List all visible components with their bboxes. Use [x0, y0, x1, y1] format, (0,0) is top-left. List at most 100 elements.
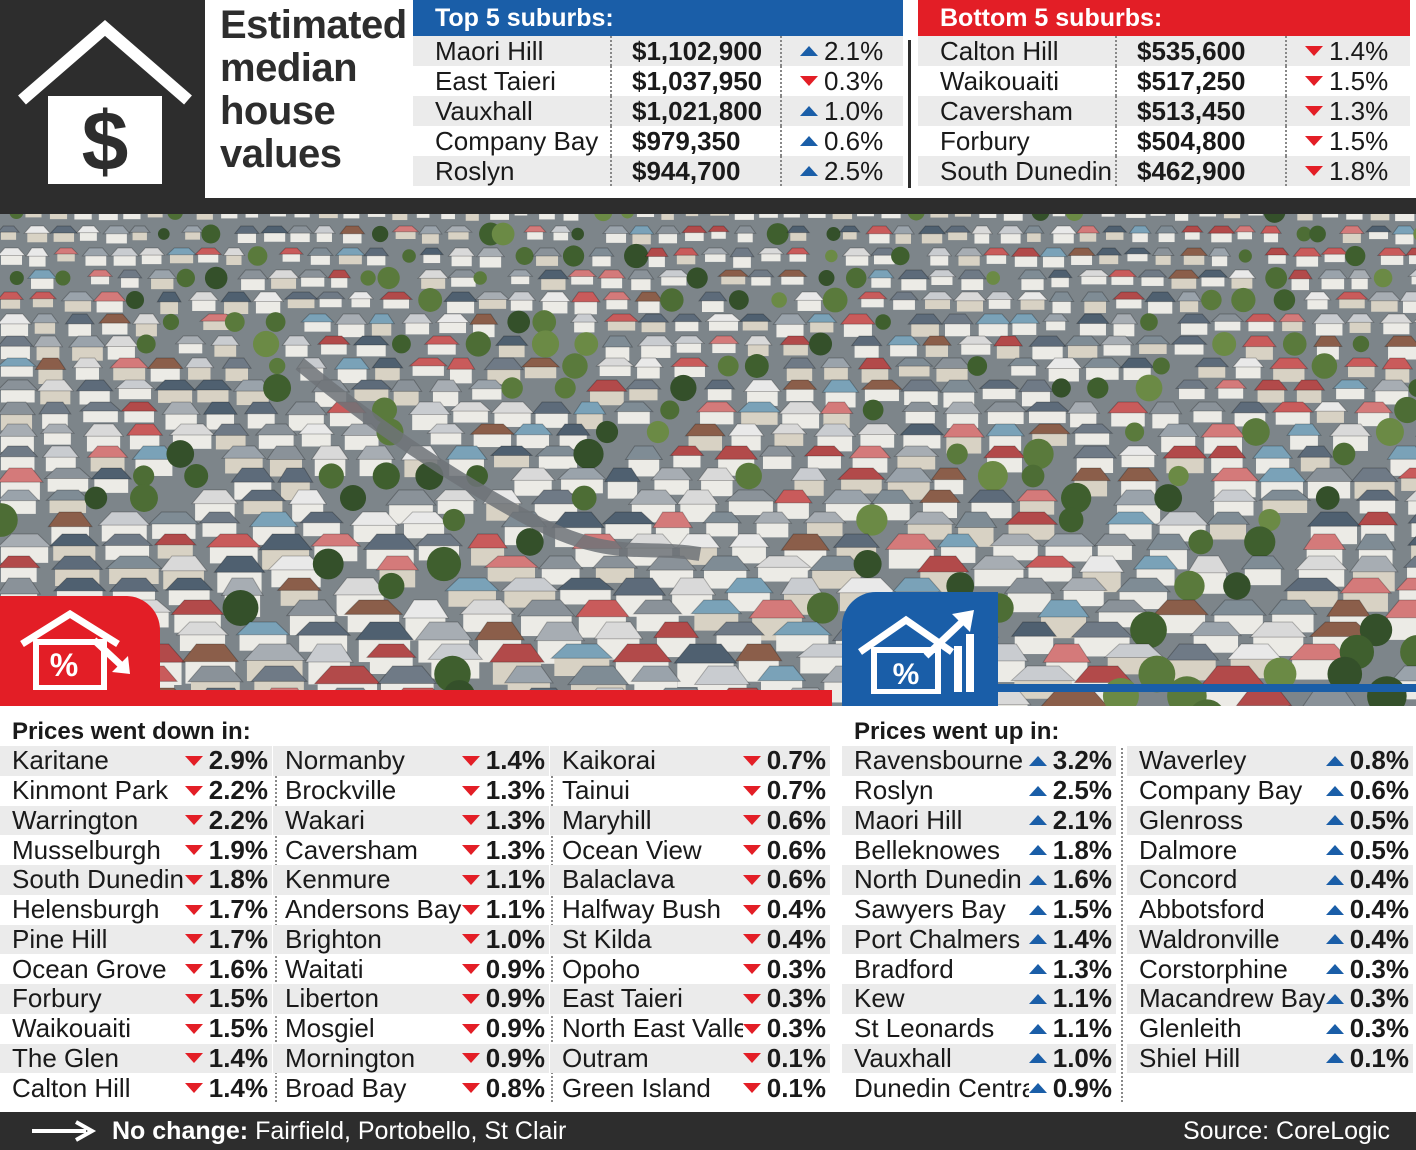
- arrow-down-icon: [742, 934, 761, 945]
- change-cell: 0.6%: [742, 805, 830, 836]
- change-cell: 0.6%: [742, 864, 830, 895]
- suburb-name: Forbury: [940, 126, 1030, 156]
- change-cell: 1.3%: [1028, 954, 1116, 985]
- up-list-item: Kew 1.1%: [842, 983, 1116, 1014]
- down-list-item: St Kilda 0.4%: [550, 923, 830, 955]
- suburb-name: St Leonards: [854, 1013, 995, 1044]
- change-value: 1.4%: [1329, 36, 1389, 66]
- suburb-name: South Dunedin: [940, 156, 1113, 186]
- change-value: 1.4%: [1052, 923, 1112, 954]
- change-value: 2.1%: [1052, 804, 1112, 835]
- arrow-down-icon: [742, 1023, 761, 1034]
- down-list-item: Mornington 0.9%: [273, 1043, 549, 1074]
- suburb-name: Outram: [562, 1042, 649, 1073]
- down-list-item: Opoho 0.3%: [550, 954, 830, 984]
- change-cell: 0.9%: [461, 954, 549, 985]
- suburb-name: Brockville: [285, 775, 397, 806]
- arrow-down-icon: [461, 904, 480, 915]
- change-cell: 1.3%: [1285, 96, 1410, 126]
- change-cell: 1.8%: [1028, 834, 1116, 866]
- change-value: 1.1%: [1052, 1013, 1112, 1044]
- suburb-name: Shiel Hill: [1139, 1042, 1241, 1073]
- arrow-down-icon: [461, 1023, 480, 1034]
- footer: No change: Fairfield, Portobello, St Cla…: [0, 1112, 1416, 1150]
- arrow-down-icon: [461, 815, 480, 826]
- change-cell: 0.4%: [1325, 864, 1413, 895]
- suburb-name: Kaikorai: [562, 745, 656, 776]
- down-list-item: Waitati 0.9%: [273, 954, 549, 984]
- change-value: 1.9%: [208, 834, 268, 865]
- up-list-item: Dalmore 0.5%: [1127, 835, 1413, 865]
- up-list-item: Glenleith 0.3%: [1127, 1013, 1413, 1044]
- down-list-item: The Glen 1.4%: [0, 1043, 272, 1074]
- change-cell: 0.3%: [780, 66, 903, 96]
- change-value: 1.3%: [485, 834, 545, 865]
- arrow-down-icon: [1305, 76, 1323, 86]
- suburb-name: Sawyers Bay: [854, 894, 1006, 925]
- header-divider: [908, 40, 911, 188]
- change-value: 2.5%: [1052, 775, 1112, 806]
- change-value: 1.5%: [208, 1013, 268, 1044]
- change-cell: 0.3%: [742, 1013, 830, 1044]
- change-cell: 3.2%: [1028, 745, 1116, 776]
- svg-text:%: %: [50, 647, 78, 683]
- down-list-item: Calton Hill 1.4%: [0, 1073, 272, 1103]
- suburb-name: Ravensbourne: [854, 745, 1024, 776]
- change-cell: 1.8%: [184, 864, 272, 895]
- median-value: $517,250: [1115, 66, 1285, 96]
- change-cell: 1.3%: [461, 805, 549, 836]
- suburb-name: North Dunedin: [854, 864, 1022, 895]
- change-value: 0.6%: [766, 864, 826, 895]
- arrow-up-icon: [1028, 1083, 1047, 1094]
- change-cell: 1.3%: [461, 834, 549, 866]
- arrow-up-icon: [1028, 874, 1047, 885]
- source-credit: Source: CoreLogic: [1182, 1117, 1390, 1145]
- up-list-item: Waverley 0.8%: [1127, 745, 1413, 776]
- change-value: 0.4%: [766, 923, 826, 954]
- suburb-name: Roslyn: [435, 156, 515, 186]
- change-value: 0.1%: [766, 1072, 826, 1103]
- suburb-name: Concord: [1139, 864, 1238, 895]
- change-cell: 1.7%: [184, 924, 272, 955]
- change-value: 0.3%: [1349, 1013, 1409, 1044]
- arrow-up-icon: [800, 106, 818, 116]
- arrow-up-icon: [1325, 1023, 1344, 1034]
- change-cell: 1.4%: [1285, 36, 1410, 66]
- house-down-icon: %: [20, 610, 130, 690]
- arrow-down-icon: [742, 993, 761, 1004]
- arrow-up-icon: [1028, 1023, 1047, 1034]
- suburb-name: Warrington: [12, 804, 139, 835]
- change-value: 0.6%: [1349, 775, 1409, 806]
- column-separator: [1121, 748, 1123, 1102]
- change-value: 1.8%: [1052, 834, 1112, 865]
- top5-heading: Top 5 suburbs:: [413, 0, 903, 36]
- change-cell: 1.4%: [184, 1043, 272, 1074]
- suburb-name: Roslyn: [854, 775, 934, 806]
- bottom5-row: Caversham $513,450 1.3%: [918, 96, 1410, 126]
- svg-text:$: $: [82, 94, 129, 188]
- suburb-name: Kinmont Park: [12, 775, 169, 806]
- arrow-down-icon: [184, 815, 203, 826]
- change-cell: 1.8%: [1285, 156, 1410, 186]
- up-list-item: Port Chalmers 1.4%: [842, 923, 1116, 955]
- suburb-name: Waikouaiti: [940, 66, 1059, 96]
- arrow-down-icon: [461, 1083, 480, 1094]
- change-value: 1.3%: [1329, 96, 1389, 126]
- down-list-item: Warrington 2.2%: [0, 804, 272, 836]
- down-list-item: East Taieri 0.3%: [550, 983, 830, 1014]
- change-cell: 1.5%: [1285, 66, 1410, 96]
- up-list-item: Concord 0.4%: [1127, 864, 1413, 895]
- change-cell: 1.5%: [1028, 894, 1116, 925]
- down-column-3: Kaikorai 0.7% Tainui 0.7% Maryhill 0.6% Ocean …: [550, 745, 830, 1103]
- change-value: 0.9%: [485, 1013, 545, 1044]
- suburb-name: Liberton: [285, 983, 379, 1014]
- arrow-down-icon: [184, 845, 203, 856]
- up-list-item: Ravensbourne 3.2%: [842, 745, 1116, 776]
- suburb-name: East Taieri: [435, 66, 556, 96]
- change-cell: 2.9%: [184, 745, 272, 776]
- suburb-name: Glenross: [1139, 804, 1244, 835]
- up-list-item: Belleknowes 1.8%: [842, 835, 1116, 865]
- median-value: $513,450: [1115, 96, 1285, 126]
- change-value: 0.5%: [1349, 804, 1409, 835]
- suburb-name: Kenmure: [285, 864, 391, 895]
